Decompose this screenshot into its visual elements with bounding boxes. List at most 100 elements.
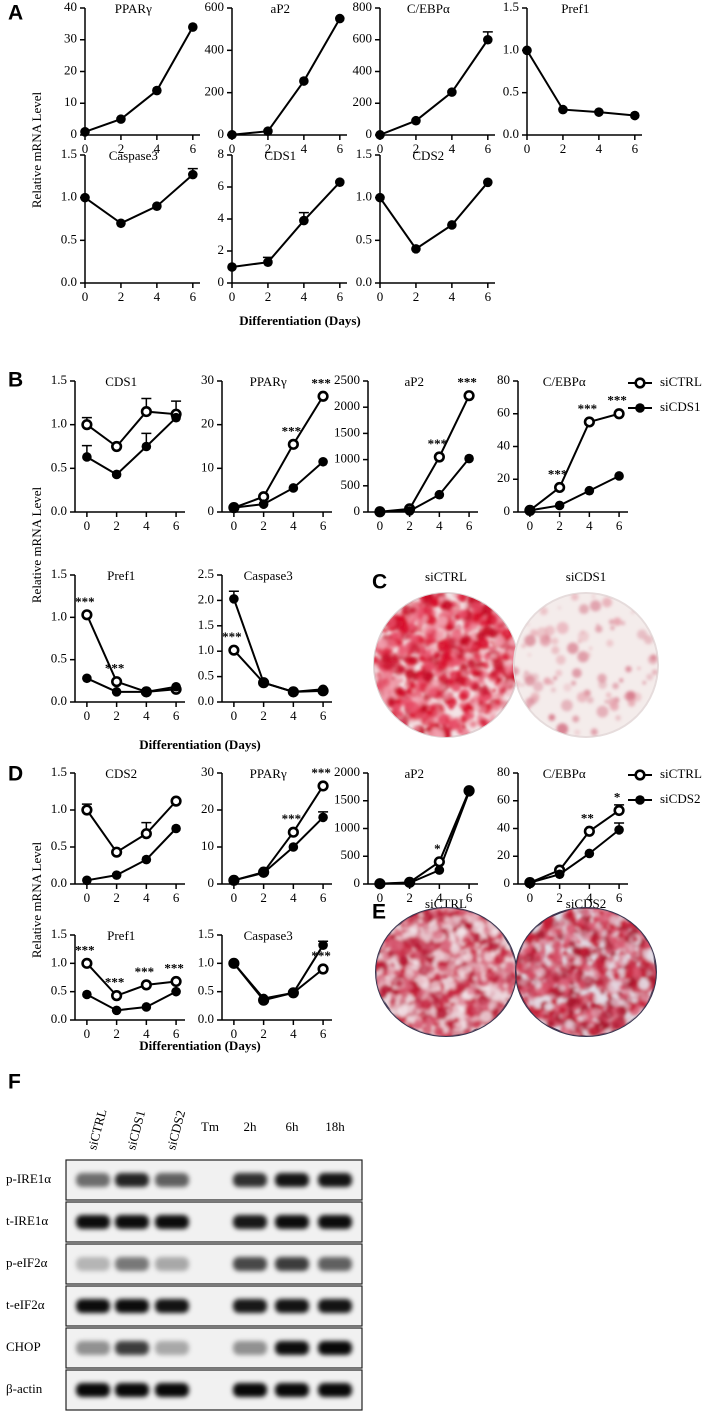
stain-spot	[433, 999, 441, 1008]
y-tick-label: 0	[354, 503, 361, 518]
significance-label: ***	[607, 393, 627, 408]
data-point	[141, 1002, 152, 1012]
stain-spot	[420, 704, 428, 712]
data-point	[375, 878, 385, 889]
data-point	[152, 85, 162, 96]
stain-spot	[581, 1003, 589, 1011]
stain-spot	[382, 678, 391, 687]
row-label: t-eIF2α	[6, 1297, 45, 1312]
stain-spot	[458, 609, 468, 619]
y-tick-label: 1.5	[51, 926, 67, 941]
significance-label: ***	[457, 375, 477, 390]
stain-spot	[466, 696, 469, 700]
stain-spot	[478, 980, 483, 985]
stain-spot	[544, 634, 551, 640]
stain-spot	[576, 1022, 581, 1026]
y-tick-label: 0.0	[51, 1011, 67, 1026]
data-point	[258, 868, 269, 878]
stain-spot	[466, 986, 476, 996]
stain-spot	[479, 619, 488, 628]
stain-spot	[410, 719, 415, 724]
line-chart: aP2 0 500 1000 1500 2000 0 2 4 6 *	[334, 764, 478, 905]
band	[233, 1173, 267, 1187]
x-tick-label: 6	[173, 890, 180, 905]
stain-spot	[450, 956, 455, 962]
y-tick-label: 30	[201, 764, 214, 779]
y-tick-label: 600	[353, 31, 373, 46]
image-label: siCDS2	[566, 896, 606, 911]
stain-spot	[613, 617, 622, 626]
y-tick-label: 1.0	[51, 416, 67, 431]
stain-spot	[438, 660, 448, 670]
data-point	[447, 220, 457, 230]
band	[155, 1383, 189, 1397]
stain-spot	[625, 666, 632, 673]
data-point	[288, 687, 299, 697]
y-tick-label: 8	[218, 146, 225, 161]
stain-spot	[441, 599, 453, 611]
stain-spot	[535, 967, 546, 978]
y-tick-label: 1.0	[198, 642, 214, 657]
series-line	[232, 598, 324, 693]
x-tick-label: 6	[190, 289, 197, 304]
stain-spot	[454, 1017, 459, 1023]
stain-spot	[622, 694, 628, 700]
stain-spot	[551, 974, 560, 983]
band	[233, 1341, 267, 1355]
stain-spot	[408, 656, 414, 662]
stain-spot	[435, 1007, 448, 1020]
stain-spot	[607, 934, 613, 939]
stain-spot	[492, 658, 505, 671]
stain-spot	[417, 943, 420, 946]
data-point	[141, 854, 152, 865]
stain-spot	[463, 604, 468, 609]
stain-spot	[469, 1029, 472, 1032]
data-point	[227, 129, 237, 140]
blot-bands	[76, 1173, 352, 1187]
x-tick-label: 0	[377, 518, 384, 533]
stain-spot	[398, 665, 406, 674]
band	[318, 1341, 352, 1355]
blot-frame	[65, 1159, 363, 1201]
stain-spot	[437, 697, 443, 703]
stain-spot	[491, 654, 497, 660]
stain-spot	[444, 1018, 455, 1029]
significance-label: ***	[222, 629, 242, 644]
lane-label: 2h	[244, 1119, 258, 1134]
stain-spot	[401, 638, 404, 641]
stain-spot	[535, 994, 538, 998]
y-tick-label: 4	[218, 210, 225, 225]
stain-spot	[386, 969, 394, 977]
y-tick-label: 0.5	[51, 838, 67, 853]
stain-spot	[409, 673, 412, 677]
data-point	[80, 127, 90, 137]
data-point	[554, 869, 565, 880]
stain-spot	[577, 1015, 583, 1022]
chart-title: CDS2	[412, 148, 444, 163]
stain-spot	[377, 962, 381, 965]
data-point	[111, 676, 123, 688]
stain-spot	[568, 940, 576, 948]
series-line	[233, 944, 324, 1000]
x-tick-label: 0	[377, 890, 384, 905]
stain-spot	[583, 1013, 590, 1020]
stain-spot	[388, 975, 395, 982]
stain-spot	[471, 682, 481, 692]
y-tick-label: 30	[64, 31, 77, 46]
stain-spot	[474, 962, 484, 973]
stain-spot	[409, 632, 413, 636]
data-point	[434, 489, 445, 500]
x-tick-label: 6	[320, 890, 327, 905]
x-tick-label: 2	[113, 518, 120, 533]
stain-spot	[596, 705, 609, 718]
x-tick-label: 0	[82, 289, 89, 304]
data-point	[554, 500, 565, 511]
stain-spot	[488, 677, 493, 683]
stain-spot	[550, 687, 556, 693]
stain-spot	[594, 922, 603, 931]
stain-spot	[399, 968, 406, 974]
stain-spot	[553, 676, 557, 681]
stain-spot	[473, 616, 480, 623]
stain-spot	[592, 594, 596, 598]
stain-spot	[417, 619, 425, 627]
